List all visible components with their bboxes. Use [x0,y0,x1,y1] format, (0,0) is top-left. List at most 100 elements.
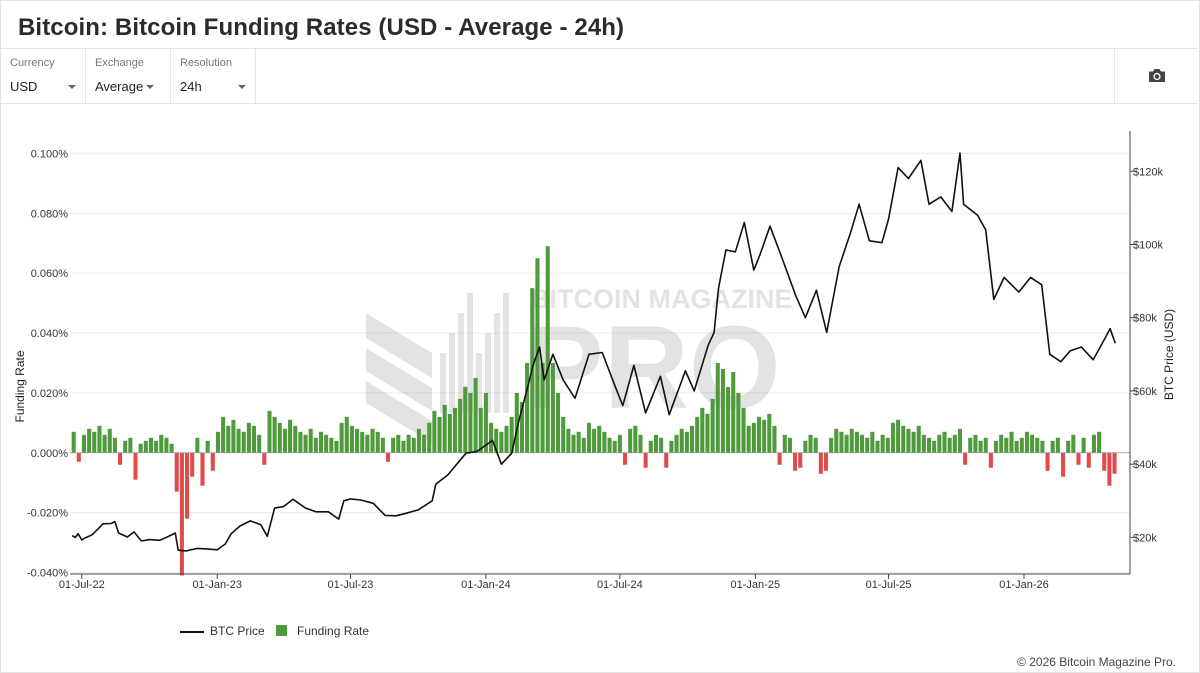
exchange-value: Average [95,79,144,94]
funding-rate-bar [782,434,787,453]
funding-rate-bar [983,437,988,453]
camera-icon [1149,69,1165,82]
y-tick-label: -0.040% [27,568,68,580]
funding-rate-bar [159,434,164,453]
funding-rate-bar [200,452,205,486]
x-tick-label: 01-Jul-22 [59,579,105,591]
funding-rate-bar [1050,440,1055,453]
funding-rate-bar [927,437,932,453]
y-axis-title: Funding Rate [13,350,27,422]
funding-rate-bar [1060,452,1066,477]
funding-rate-bar [592,428,597,453]
funding-rate-bar [519,401,525,453]
funding-rate-bar [607,437,612,453]
currency-value: USD [10,79,38,94]
funding-rate-bar [535,258,540,453]
funding-rate-bar [834,428,839,453]
funding-rate-bar [952,434,957,453]
funding-rate-bar [648,440,653,453]
funding-rate-bar [854,431,859,453]
funding-rate-bar [437,416,442,453]
legend-item-funding-rate[interactable]: Funding Rate [276,624,369,638]
funding-rate-bar [684,431,689,453]
y-tick-label: 0.100% [31,148,69,160]
funding-rate-bar [344,416,349,453]
funding-rate-bar [957,428,962,453]
funding-rate-bar [452,407,458,453]
exchange-select[interactable]: Exchange Average [85,49,171,103]
funding-rate-bar [1086,452,1091,468]
funding-rate-bar [375,431,380,453]
funding-rate-bar [391,437,396,453]
funding-rate-bar [468,392,473,453]
funding-rate-bar [128,437,133,453]
funding-rate-bar [277,422,282,453]
funding-rate-bar [566,428,571,453]
funding-rate-bar [463,386,468,453]
resolution-select[interactable]: Resolution 24h [170,49,256,103]
funding-rate-bar [818,452,823,474]
currency-select[interactable]: Currency USD [0,49,86,103]
funding-rate-bar [447,413,452,453]
funding-rate-bar [762,419,767,453]
chevron-down-icon [146,85,154,89]
y2-tick-label: $80k [1133,313,1157,325]
funding-rate-bar [710,398,715,453]
x-tick-label: 01-Jul-24 [597,579,643,591]
page-title: Bitcoin: Bitcoin Funding Rates (USD - Av… [18,14,625,41]
y2-tick-label: $60k [1133,386,1157,398]
funding-rate-bar [504,425,509,453]
funding-rate-bar [921,434,926,453]
funding-rate-bar [787,437,792,453]
funding-rate-bar [298,431,303,453]
funding-rate-bar [1076,452,1081,465]
funding-rate-bar [597,425,602,453]
funding-rate-bar [360,431,365,453]
legend-item-btc-price[interactable]: BTC Price [180,624,265,638]
funding-rate-bar [499,431,504,453]
funding-rate-bar [870,431,875,453]
funding-rate-bar [257,434,262,453]
funding-rate-bar [365,434,370,453]
x-tick-label: 01-Jul-25 [866,579,912,591]
funding-rate-bar [221,416,226,453]
funding-rate-bar [133,452,138,480]
funding-rate-bar [1019,437,1024,453]
funding-rate-bar [756,416,762,453]
funding-rate-bar [380,437,385,453]
funding-rate-bar [123,440,128,453]
funding-rate-bar [550,362,555,453]
funding-rate-bar [97,425,102,453]
funding-rate-bar [432,410,437,453]
funding-rate-bar [525,362,530,453]
funding-rate-bar [318,431,324,453]
funding-rate-bar [823,452,829,471]
funding-rate-bar [556,392,561,453]
funding-rate-bar [937,434,942,453]
funding-rate-bar [978,440,983,453]
funding-rate-bar [262,452,267,465]
funding-rate-bar [370,428,375,453]
funding-rate-bar [494,428,499,453]
screenshot-button[interactable] [1114,49,1199,103]
resolution-label: Resolution [180,57,232,69]
funding-rate-bar [1045,452,1050,471]
funding-rate-bar [844,434,849,453]
funding-rate-bar [885,437,890,453]
funding-rate-bar [875,440,880,453]
funding-rate-bar [901,425,906,453]
funding-rate-bar [1112,452,1117,474]
funding-rate-bar [107,428,112,453]
funding-rate-bar [798,452,803,468]
funding-rate-bar [715,362,720,453]
funding-rate-bar [586,422,591,453]
funding-rate-bar [339,422,344,453]
y-tick-label: 0.040% [31,328,69,340]
funding-rate-bar [1040,440,1045,453]
funding-rate-bar [154,440,159,453]
funding-rate-bar [458,398,463,453]
funding-rate-bar [308,428,313,453]
funding-rate-bar [293,425,298,453]
funding-rate-bar [1071,434,1076,453]
